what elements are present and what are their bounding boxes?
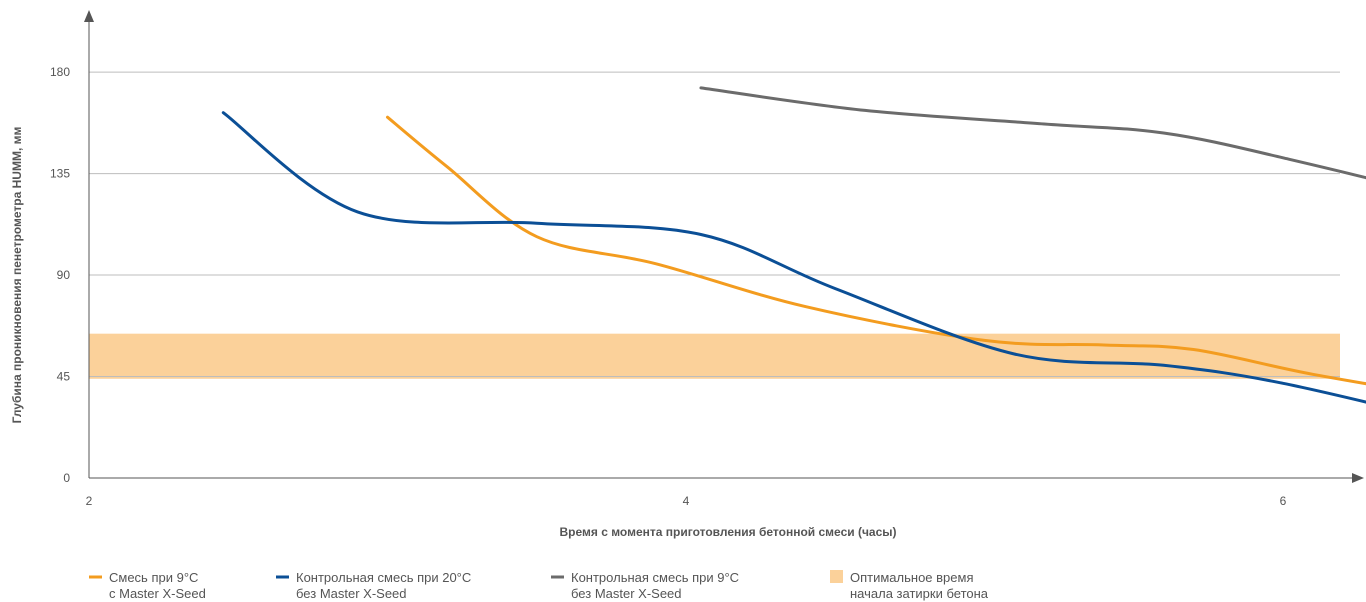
x-tick-label: 2 bbox=[86, 494, 93, 508]
optimal-time-band-layer bbox=[89, 334, 1340, 379]
y-axis-arrowhead bbox=[84, 10, 94, 22]
y-tick-label: 45 bbox=[57, 370, 71, 384]
x-tick-label: 6 bbox=[1280, 494, 1287, 508]
legend-label: Оптимальное время bbox=[850, 570, 974, 585]
x-axis-title: Время с момента приготовления бетонной с… bbox=[559, 525, 896, 539]
legend-label: Контрольная смесь при 9°C bbox=[571, 570, 739, 585]
legend-item-1: Смесь при 9°Cс Master X-Seed bbox=[89, 570, 206, 601]
legend-label: без Master X-Seed bbox=[296, 586, 407, 601]
y-tick-label: 90 bbox=[57, 268, 71, 282]
y-tick-label: 0 bbox=[63, 471, 70, 485]
axes-layer bbox=[84, 10, 1364, 483]
y-tick-label: 135 bbox=[50, 167, 70, 181]
legend-label: без Master X-Seed bbox=[571, 586, 682, 601]
y-axis-title: Глубина проникновения пенетрометра HUMM,… bbox=[10, 126, 24, 423]
x-tick-label: 4 bbox=[683, 494, 690, 508]
legend: Смесь при 9°Cс Master X-Seed Контрольная … bbox=[89, 570, 989, 601]
x-axis-arrowhead bbox=[1352, 473, 1364, 483]
grid-layer bbox=[89, 72, 1340, 376]
legend-label: Контрольная смесь при 20°C bbox=[296, 570, 471, 585]
legend-swatch-box bbox=[830, 570, 843, 583]
optimal-time-band bbox=[89, 334, 1340, 379]
y-tick-label: 180 bbox=[50, 65, 70, 79]
legend-label: Смесь при 9°C bbox=[109, 570, 198, 585]
legend-label: начала затирки бетона bbox=[850, 586, 989, 601]
legend-label: с Master X-Seed bbox=[109, 586, 206, 601]
